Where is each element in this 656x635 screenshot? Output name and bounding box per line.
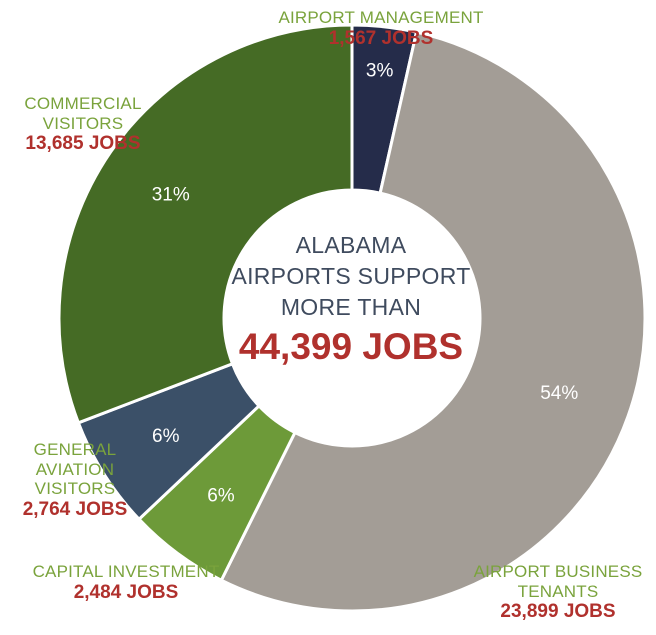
center-caption: ALABAMA AIRPORTS SUPPORT MORE THAN 44,39… <box>226 230 476 367</box>
label-airport-business-tenants-name: AIRPORT BUSINESS TENANTS <box>473 562 643 601</box>
label-commercial-visitors-jobs: 13,685 JOBS <box>25 133 141 155</box>
label-airport-business-tenants: AIRPORT BUSINESS TENANTS 23,899 JOBS <box>466 562 650 623</box>
donut-hole <box>224 190 480 446</box>
label-capital-investment-name: CAPITAL INVESTMENT <box>32 562 220 581</box>
label-capital-investment-jobs: 2,484 JOBS <box>73 581 179 603</box>
label-general-aviation-visitors: GENERAL AVIATION VISITORS 2,764 JOBS <box>12 440 138 520</box>
slice-percent-0: 3% <box>366 61 394 82</box>
label-general-aviation-visitors-jobs: 2,764 JOBS <box>22 498 128 520</box>
label-airport-management-jobs: 1,567 JOBS <box>328 27 434 49</box>
label-commercial-visitors: COMMERCIAL VISITORS 13,685 JOBS <box>8 94 158 155</box>
slice-percent-4: 31% <box>152 184 190 205</box>
label-airport-business-tenants-jobs: 23,899 JOBS <box>500 601 616 623</box>
center-total-jobs: 44,399 JOBS <box>238 326 464 367</box>
slice-percent-3: 6% <box>152 426 180 447</box>
center-line-1: ALABAMA <box>295 232 407 258</box>
center-line-3: MORE THAN <box>280 294 422 320</box>
center-line-2: AIRPORTS SUPPORT <box>231 263 471 289</box>
label-airport-management: AIRPORT MANAGEMENT 1,567 JOBS <box>276 8 486 49</box>
label-capital-investment: CAPITAL INVESTMENT 2,484 JOBS <box>26 562 226 603</box>
label-airport-management-name: AIRPORT MANAGEMENT <box>278 8 484 27</box>
label-commercial-visitors-name: COMMERCIAL VISITORS <box>24 94 142 133</box>
slice-percent-2: 6% <box>207 486 235 507</box>
slice-percent-1: 54% <box>540 383 578 404</box>
label-general-aviation-visitors-name: GENERAL AVIATION VISITORS <box>33 440 117 499</box>
